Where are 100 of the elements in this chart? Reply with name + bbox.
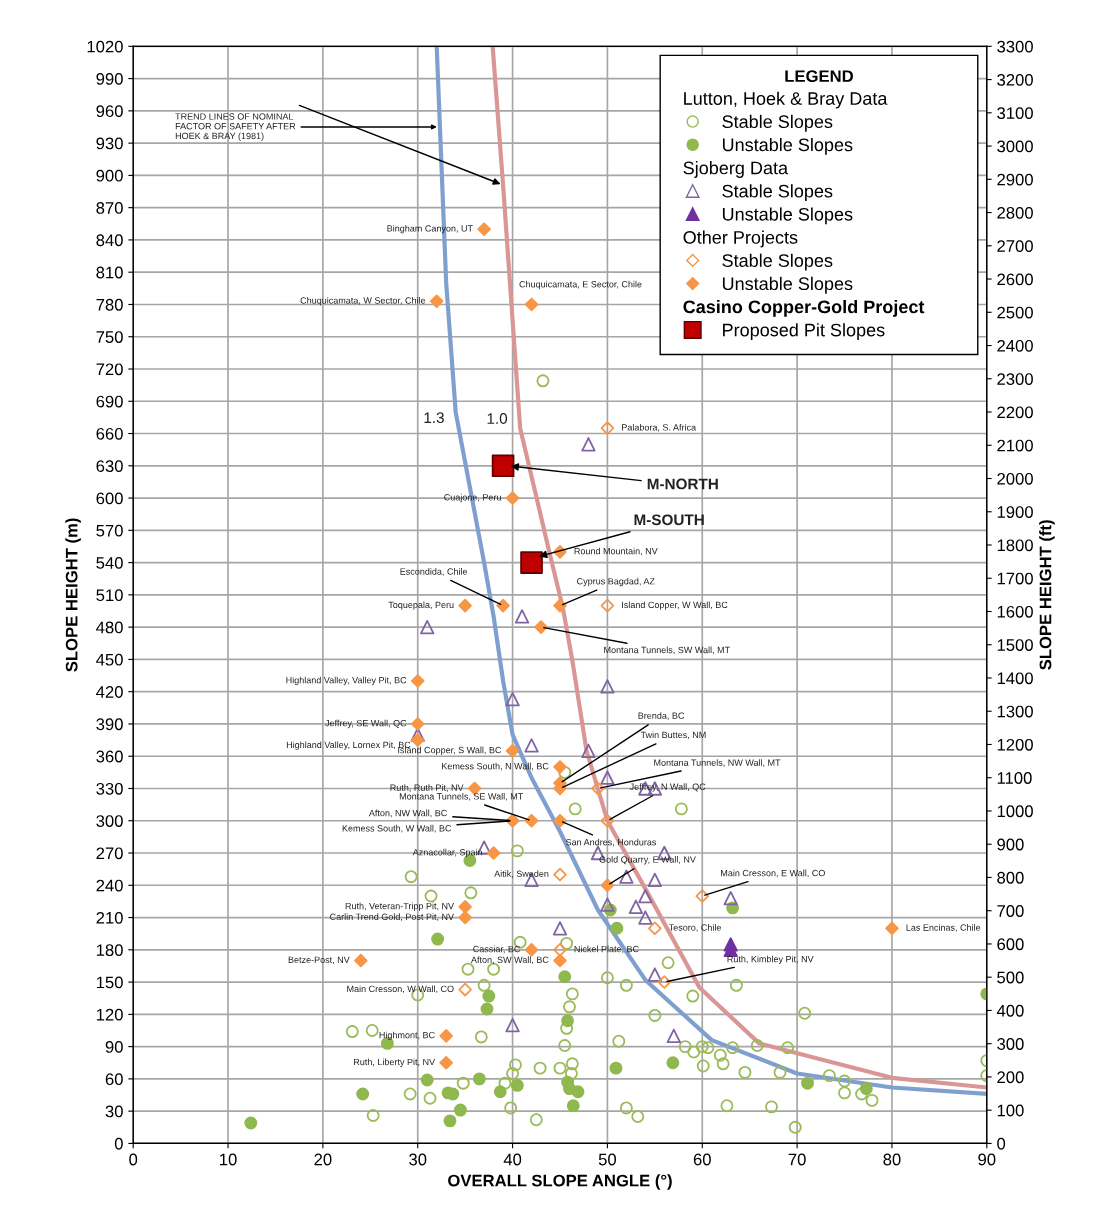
y-tick-label: 870 (96, 202, 123, 214)
y-tick-label: 810 (96, 266, 123, 279)
y-tick-label: 600 (96, 492, 123, 505)
y2-tick-label: 1000 (997, 805, 1033, 818)
annotation: Sjoberg Data (683, 161, 789, 178)
y-tick-label: 480 (96, 621, 123, 634)
y2-tick-label: 3300 (997, 40, 1033, 53)
y2-tick-label: 400 (996, 1004, 1024, 1017)
y-tick-label: 750 (96, 331, 123, 343)
annotation: Main Cresson, E Wall, CO (721, 869, 825, 878)
legend-label: Unstable Slopes (722, 207, 853, 225)
annotation: Ruth, Veteran-Tripp Pit, NV (345, 902, 455, 911)
annotation: Twin Buttes, NM (640, 731, 706, 740)
annotation: San Andres, Honduras (565, 838, 657, 847)
annotation: 1.0 (487, 413, 508, 424)
y-tick-label: 150 (96, 976, 123, 989)
legend-title: LEGEND (785, 70, 853, 83)
annotation: Other Projects (683, 230, 798, 248)
annotation: Brenda, BC (638, 712, 685, 720)
y-tick-label: 60 (105, 1073, 123, 1086)
annotation: TREND LINES OF NOMINAL FACTOR OF SAFETY AFTER HOEK & BRAY (1981) (175, 113, 296, 141)
y2-tick-label: 1400 (997, 672, 1033, 685)
y2-tick-label: 2400 (997, 339, 1033, 352)
annotation: Betze-Post, NV (288, 956, 350, 965)
y-tick-label: 630 (96, 460, 123, 472)
x-tick-label: 50 (598, 1153, 617, 1166)
y-axis-title: SLOPE HEIGHT (m) (65, 518, 81, 672)
annotation: Nickel Plate, BC (574, 945, 639, 954)
y-tick-label: 720 (96, 363, 123, 376)
y2-tick-label: 0 (997, 1137, 1006, 1150)
x-tick-label: 20 (314, 1153, 332, 1166)
y-tick-label: 330 (96, 782, 123, 795)
annotation: Toquepala, Peru (388, 601, 454, 610)
annotation: Round Mountain, NV (574, 547, 658, 556)
y2-tick-label: 800 (997, 871, 1024, 884)
y2-tick-label: 600 (997, 938, 1024, 951)
annotation: Afton, NW Wall, BC (368, 809, 447, 818)
annotation: Casino Copper-Gold Project (683, 300, 925, 317)
annotation: Chuquicamata, E Sector, Chile (519, 280, 642, 290)
legend-label: Unstable Slopes (722, 137, 853, 155)
y-tick-label: 840 (96, 234, 123, 247)
y2-tick-label: 200 (997, 1071, 1024, 1084)
x-axis-title: OVERALL SLOPE ANGLE (°) (448, 1174, 672, 1190)
legend-label: Stable Slopes (722, 184, 833, 202)
y-tick-label: 360 (96, 750, 123, 763)
y2-tick-label: 1300 (997, 705, 1033, 718)
y-tick-label: 540 (96, 557, 123, 569)
y2-tick-label: 1500 (997, 639, 1033, 651)
y2-tick-label: 100 (997, 1104, 1024, 1117)
annotation: Gold Quarry, E Wall, NV (599, 856, 696, 865)
y2-tick-label: 2200 (997, 406, 1033, 419)
annotation: Cyprus Bagdad, AZ (577, 577, 655, 587)
annotation: Jeffrey, SE Wall, QC (325, 719, 407, 729)
y-tick-label: 570 (96, 524, 123, 537)
x-tick-label: 90 (978, 1153, 996, 1166)
annotation: Kemess South, W Wall, BC (342, 824, 452, 833)
y-tick-label: 240 (96, 879, 123, 892)
y-tick-label: 450 (96, 653, 123, 666)
y-tick-label: 510 (96, 589, 123, 602)
y2-tick-label: 700 (997, 905, 1024, 917)
annotation: Palabora, S. Africa (622, 423, 697, 432)
annotation: Carlin Trend Gold, Post Pit, NV (330, 913, 455, 922)
legend-label: Stable Slopes (722, 114, 833, 132)
legend-label: Proposed Pit Slopes (723, 323, 885, 340)
y-tick-label: 900 (96, 169, 123, 182)
annotation: Main Cresson, W Wall, CO (347, 985, 454, 994)
y2-tick-label: 900 (997, 838, 1024, 851)
annotation: Ruth, Liberty Pit, NV (354, 1058, 436, 1067)
y2-tick-label: 3100 (997, 107, 1033, 120)
annotation: Montana Tunnels, SW Wall, MT (604, 646, 730, 655)
y-tick-label: 210 (96, 911, 123, 924)
annotation: Ruth, Ruth Pit, NV (390, 784, 464, 792)
annotation: Las Encinas, Chile (906, 924, 981, 932)
annotation: Highland Valley, Valley Pit, BC (286, 676, 407, 686)
annotation: Montana Tunnels, SE Wall, MT (399, 792, 524, 801)
y-tick-label: 990 (96, 72, 123, 85)
annotation: Island Copper, W Wall, BC (622, 601, 728, 610)
y2-tick-label: 3000 (997, 140, 1033, 153)
y-tick-label: 300 (96, 815, 123, 827)
annotation: M-NORTH (647, 478, 718, 490)
y2-tick-label: 1600 (997, 605, 1033, 618)
y-tick-label: 930 (96, 137, 123, 150)
x-tick-label: 70 (788, 1153, 806, 1166)
y2-tick-label: 1100 (997, 772, 1032, 784)
annotation: Highmont, BC (379, 1031, 435, 1041)
y-tick-label: 1020 (87, 40, 123, 53)
x-tick-label: 60 (693, 1153, 711, 1166)
y2-tick-label: 2500 (997, 306, 1033, 319)
x-tick-label: 40 (503, 1153, 522, 1166)
y-tick-label: 120 (96, 1008, 123, 1021)
y-tick-label: 30 (105, 1105, 123, 1118)
annotation: M-SOUTH (634, 514, 704, 526)
y2-tick-label: 1800 (997, 539, 1033, 552)
y-tick-label: 780 (96, 298, 123, 311)
y2-tick-label: 300 (997, 1038, 1024, 1050)
annotation: Aitik, Sweden (494, 870, 549, 879)
y-tick-label: 960 (96, 105, 123, 118)
y-tick-label: 390 (96, 718, 123, 731)
y2-axis-title: SLOPE HEIGHT (ft) (1039, 520, 1055, 670)
y2-tick-label: 500 (997, 971, 1024, 984)
